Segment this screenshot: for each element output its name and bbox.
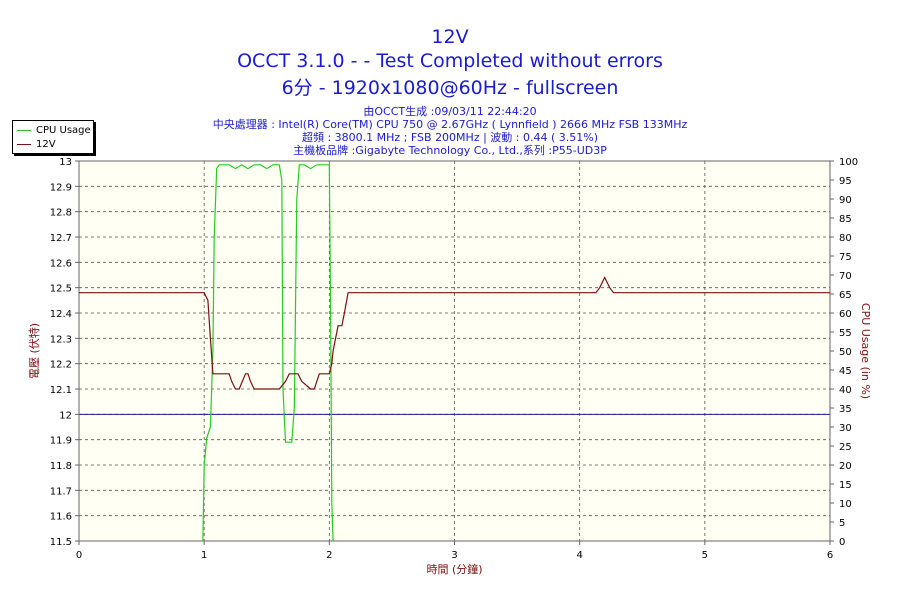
info-line-cpu: 中央處理器 : Intel(R) Core(TM) CPU 750 @ 2.67… bbox=[212, 118, 688, 131]
y-right-tick-label: 50 bbox=[839, 347, 852, 358]
y-left-tick-label: 12.8 bbox=[50, 208, 72, 219]
x-tick-label: 0 bbox=[76, 550, 82, 561]
y-left-tick-label: 12.5 bbox=[50, 284, 72, 295]
y-right-tick-label: 15 bbox=[839, 480, 852, 491]
y-right-tick-label: 35 bbox=[839, 404, 852, 415]
y-left-tick-label: 12.9 bbox=[50, 182, 72, 193]
series-line-cpu-usage bbox=[202, 164, 334, 542]
y-right-tick-label: 80 bbox=[839, 233, 852, 244]
y-right-tick-label: 85 bbox=[839, 214, 852, 225]
legend-swatch-12v bbox=[17, 143, 31, 145]
y-right-tick-label: 100 bbox=[839, 157, 858, 168]
y-right-tick-label: 40 bbox=[839, 385, 852, 396]
legend-swatch-cpu-usage bbox=[17, 129, 31, 131]
x-tick-label: 1 bbox=[201, 550, 207, 561]
legend-item-12v: 12V bbox=[17, 138, 56, 150]
y-right-tick-label: 20 bbox=[839, 461, 852, 472]
y-right-tick-label: 60 bbox=[839, 309, 852, 320]
y-right-tick-label: 10 bbox=[839, 499, 852, 510]
x-tick-label: 2 bbox=[326, 550, 332, 561]
y-left-tick-label: 11.8 bbox=[50, 461, 72, 472]
legend: CPU Usage 12V bbox=[12, 120, 94, 154]
legend-item-cpu-usage: CPU Usage bbox=[17, 124, 91, 136]
y-left-tick-label: 11.5 bbox=[50, 537, 72, 548]
y-right-tick-label: 65 bbox=[839, 290, 852, 301]
y-left-tick-label: 12.2 bbox=[50, 360, 72, 371]
chart-subtitle-2: 6分 - 1920x1080@60Hz - fullscreen bbox=[281, 77, 619, 99]
y-left-tick-label: 13 bbox=[59, 157, 72, 168]
y-left-tick-label: 11.7 bbox=[50, 486, 72, 497]
y-right-tick-label: 70 bbox=[839, 271, 852, 282]
x-tick-label: 3 bbox=[451, 550, 457, 561]
y-left-tick-label: 12.1 bbox=[50, 385, 72, 396]
x-tick-label: 5 bbox=[702, 550, 708, 561]
y-right-tick-label: 25 bbox=[839, 442, 852, 453]
y-right-tick-label: 45 bbox=[839, 366, 852, 377]
y-right-tick-label: 90 bbox=[839, 195, 852, 206]
y-left-tick-label: 12 bbox=[59, 410, 72, 421]
chart-title: 12V bbox=[431, 26, 469, 48]
x-tick-label: 6 bbox=[827, 550, 833, 561]
y-left-tick-label: 12.6 bbox=[50, 258, 72, 269]
y-right-tick-label: 5 bbox=[839, 518, 845, 529]
info-line-motherboard: 主機板品牌 :Gigabyte Technology Co., Ltd.,系列 … bbox=[293, 144, 607, 157]
y-left-axis-title: 電壓 (伏特) bbox=[27, 323, 41, 379]
y-right-tick-label: 0 bbox=[839, 537, 845, 548]
y-right-axis-title: CPU Usage (in %) bbox=[859, 303, 872, 399]
y-left-tick-label: 12.7 bbox=[50, 233, 72, 244]
x-tick-label: 4 bbox=[576, 550, 582, 561]
y-left-tick-label: 11.9 bbox=[50, 436, 72, 447]
y-left-tick-label: 12.3 bbox=[50, 334, 72, 345]
y-right-tick-label: 95 bbox=[839, 176, 852, 187]
series-line-12v bbox=[79, 276, 830, 390]
info-line-generated: 由OCCT生成 :09/03/11 22:44:20 bbox=[363, 105, 537, 118]
chart-subtitle: OCCT 3.1.0 - - Test Completed without er… bbox=[237, 50, 663, 72]
y-left-tick-label: 11.6 bbox=[50, 512, 72, 523]
y-right-tick-label: 55 bbox=[839, 328, 852, 339]
y-right-tick-label: 75 bbox=[839, 252, 852, 263]
info-line-overclock: 超頻 : 3800.1 MHz ; FSB 200MHz | 波動 : 0.44… bbox=[301, 131, 599, 144]
legend-label-12v: 12V bbox=[36, 138, 56, 150]
legend-label-cpu-usage: CPU Usage bbox=[36, 124, 91, 136]
x-axis-title: 時間 (分鐘) bbox=[426, 562, 482, 576]
y-left-tick-label: 12.4 bbox=[50, 309, 72, 320]
y-right-tick-label: 30 bbox=[839, 423, 852, 434]
